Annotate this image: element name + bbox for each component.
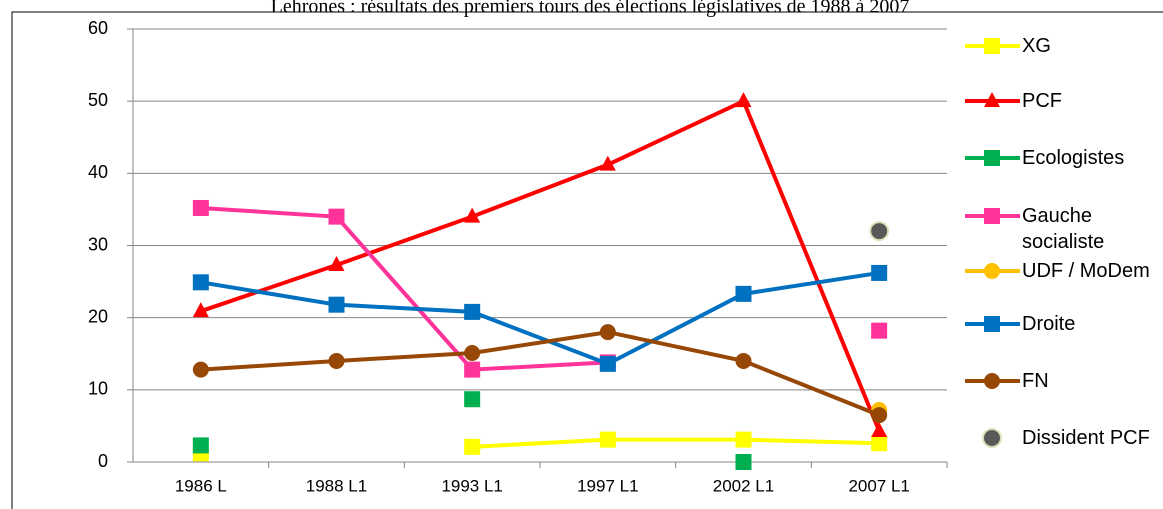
point bbox=[328, 255, 345, 271]
legend-label: XG bbox=[1022, 35, 1051, 57]
point bbox=[464, 438, 481, 455]
series-line bbox=[200, 330, 880, 417]
point bbox=[464, 345, 481, 362]
point bbox=[328, 208, 345, 225]
legend-label: Droite bbox=[1022, 313, 1076, 335]
series-line bbox=[472, 437, 880, 449]
y-tick-label: 0 bbox=[98, 451, 108, 471]
point bbox=[192, 274, 209, 291]
point bbox=[871, 264, 888, 281]
legend-label: UDF / MoDem bbox=[1022, 260, 1150, 282]
point bbox=[735, 285, 752, 302]
legend-marker bbox=[982, 428, 1002, 448]
series-line bbox=[200, 98, 882, 432]
x-tick-label: 1997 L1 bbox=[577, 476, 638, 495]
legend-marker bbox=[984, 263, 1000, 279]
legend-marker bbox=[984, 208, 1000, 224]
y-tick-label: 30 bbox=[88, 234, 108, 254]
x-tick-label: 1986 L bbox=[175, 476, 227, 495]
legend-marker bbox=[984, 316, 1000, 332]
legend-label: PCF bbox=[1022, 90, 1062, 112]
point bbox=[735, 92, 752, 108]
x-tick-label: 2007 L1 bbox=[848, 476, 909, 495]
legend-label: Gauche socialiste bbox=[1022, 205, 1105, 253]
legend-marker bbox=[984, 150, 1000, 166]
point bbox=[464, 361, 481, 378]
point bbox=[599, 431, 616, 448]
x-tick-label: 2002 L1 bbox=[713, 476, 774, 495]
point bbox=[599, 155, 616, 171]
point bbox=[869, 221, 890, 242]
point bbox=[871, 407, 888, 424]
point bbox=[735, 352, 752, 369]
point bbox=[192, 199, 209, 216]
legend-label: FN bbox=[1022, 370, 1049, 392]
x-tick-label: 1993 L1 bbox=[441, 476, 502, 495]
y-tick-label: 50 bbox=[88, 90, 108, 110]
legend-marker bbox=[984, 373, 1000, 389]
y-tick-label: 60 bbox=[88, 18, 108, 38]
point bbox=[735, 454, 752, 470]
point bbox=[464, 391, 481, 408]
point bbox=[871, 421, 888, 437]
point bbox=[599, 355, 616, 372]
point bbox=[464, 303, 481, 320]
y-tick-label: 20 bbox=[88, 306, 108, 326]
point bbox=[192, 437, 209, 454]
legend-marker bbox=[984, 92, 1000, 107]
y-tick-label: 10 bbox=[88, 379, 108, 399]
x-tick-label: 1988 L1 bbox=[306, 476, 367, 495]
legend-marker bbox=[984, 38, 1000, 54]
point bbox=[464, 207, 481, 223]
frame bbox=[11, 11, 1163, 509]
point bbox=[328, 352, 345, 369]
legend-label: Ecologistes bbox=[1022, 147, 1125, 169]
y-tick-label: 40 bbox=[88, 162, 108, 182]
point bbox=[192, 361, 209, 378]
point bbox=[328, 296, 345, 313]
point bbox=[871, 322, 888, 339]
legend-label: Dissident PCF bbox=[1022, 427, 1150, 449]
series-line bbox=[200, 270, 880, 367]
point bbox=[871, 435, 888, 452]
point bbox=[599, 324, 616, 341]
point bbox=[735, 431, 752, 448]
point bbox=[192, 302, 209, 318]
chart-title: Lehrones : résultats des premiers tours … bbox=[271, 0, 910, 18]
